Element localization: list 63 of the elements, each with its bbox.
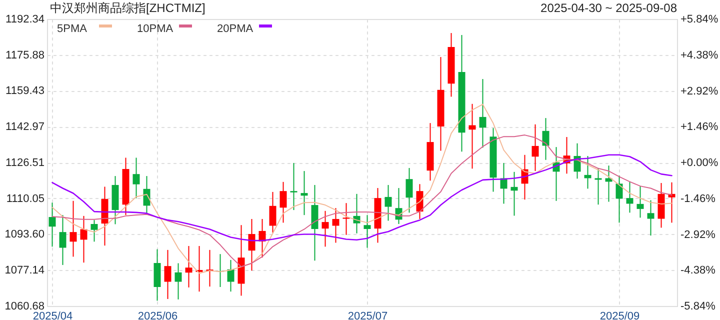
candlestick xyxy=(605,165,612,202)
x-tick-label: 2025/09 xyxy=(600,310,640,320)
y2-tick-label: +5.84% xyxy=(680,14,718,26)
candlestick xyxy=(532,124,539,172)
legend-label: 5PMA xyxy=(57,23,88,35)
y-tick-label: 1110.05 xyxy=(6,192,44,205)
candlestick xyxy=(542,118,550,160)
candlestick xyxy=(48,202,56,248)
candlestick xyxy=(468,103,476,170)
candlestick xyxy=(342,202,350,236)
candlestick xyxy=(384,184,392,222)
candlestick xyxy=(616,175,623,224)
x-tick-label: 2025/06 xyxy=(138,310,178,320)
y2-tick-label: +4.38% xyxy=(680,49,718,62)
y-tick-label: 1159.43 xyxy=(6,85,44,98)
y-tick-label: 1060.68 xyxy=(4,300,44,312)
candlestick xyxy=(626,181,634,214)
candlestick xyxy=(269,191,276,234)
y2-tick-label: +0.00% xyxy=(680,157,718,169)
candlestick xyxy=(584,155,592,190)
candlestick xyxy=(174,262,182,300)
candlestick xyxy=(647,200,654,236)
legend-label: 20PMA xyxy=(217,23,254,35)
candlestick xyxy=(154,248,161,302)
chart-subtitle: 2025-04-30 ~ 2025-09-08 xyxy=(540,1,678,15)
candlestick xyxy=(416,184,424,220)
candlestick xyxy=(90,220,98,242)
x-tick-label: 2025/07 xyxy=(348,310,388,320)
y2-tick-label: +2.92% xyxy=(680,85,718,98)
legend-label: 10PMA xyxy=(137,23,174,35)
chart-title: 中汉郑州商品综指[ZHCTMIZ] xyxy=(50,1,206,15)
candlestick xyxy=(332,208,340,244)
y2-tick-label: +1.46% xyxy=(680,121,718,134)
x-tick-label: 2025/04 xyxy=(32,310,73,320)
candlestick xyxy=(59,214,66,266)
y-tick-label: 1093.60 xyxy=(4,228,44,241)
candlestick xyxy=(300,170,308,216)
y-tick-label: 1077.14 xyxy=(4,264,44,277)
candlestick xyxy=(406,167,413,214)
candlestick xyxy=(322,210,329,248)
candlestick xyxy=(479,78,486,148)
y2-tick-label: -5.84% xyxy=(680,300,716,312)
y-tick-label: 1142.97 xyxy=(6,121,44,134)
y-tick-label: 1192.34 xyxy=(6,14,44,26)
candlestick xyxy=(164,249,172,300)
candlestick xyxy=(70,200,77,258)
candlestick xyxy=(311,184,318,262)
candlestick xyxy=(594,167,602,206)
candlestick xyxy=(80,215,88,264)
y2-tick-label: -2.92% xyxy=(680,228,716,241)
candlestick xyxy=(185,246,192,288)
candlestick xyxy=(364,214,371,248)
y2-tick-label: -4.38% xyxy=(680,264,716,277)
candlestick xyxy=(248,218,256,272)
candlestick xyxy=(290,162,298,211)
candlestick xyxy=(636,186,644,218)
y-tick-label: 1175.88 xyxy=(6,49,44,62)
y2-tick-label: -1.46% xyxy=(680,192,716,205)
candlestick xyxy=(510,171,518,216)
y-tick-label: 1126.51 xyxy=(6,157,44,169)
candlestick xyxy=(227,259,234,292)
candlestick xyxy=(280,181,287,224)
candlestick xyxy=(132,157,140,199)
